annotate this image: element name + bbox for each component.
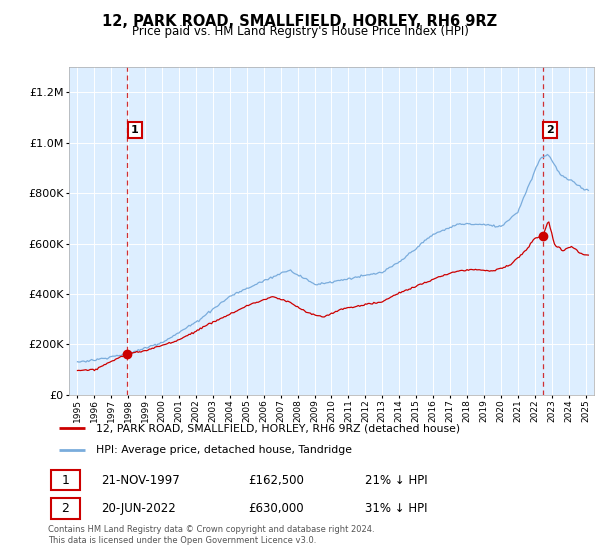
FancyBboxPatch shape [50, 470, 80, 491]
Text: 21-NOV-1997: 21-NOV-1997 [101, 474, 179, 487]
Text: 12, PARK ROAD, SMALLFIELD, HORLEY, RH6 9RZ: 12, PARK ROAD, SMALLFIELD, HORLEY, RH6 9… [103, 14, 497, 29]
Text: 2: 2 [546, 125, 554, 135]
Text: HPI: Average price, detached house, Tandridge: HPI: Average price, detached house, Tand… [95, 445, 352, 455]
Text: 31% ↓ HPI: 31% ↓ HPI [365, 502, 427, 515]
Text: 21% ↓ HPI: 21% ↓ HPI [365, 474, 427, 487]
Text: 1: 1 [131, 125, 139, 135]
Text: 20-JUN-2022: 20-JUN-2022 [101, 502, 176, 515]
Text: 12, PARK ROAD, SMALLFIELD, HORLEY, RH6 9RZ (detached house): 12, PARK ROAD, SMALLFIELD, HORLEY, RH6 9… [95, 423, 460, 433]
Text: £162,500: £162,500 [248, 474, 305, 487]
Text: 2: 2 [61, 502, 70, 515]
Text: Price paid vs. HM Land Registry's House Price Index (HPI): Price paid vs. HM Land Registry's House … [131, 25, 469, 38]
Text: 1: 1 [61, 474, 70, 487]
Text: £630,000: £630,000 [248, 502, 304, 515]
Text: Contains HM Land Registry data © Crown copyright and database right 2024.
This d: Contains HM Land Registry data © Crown c… [48, 525, 374, 545]
FancyBboxPatch shape [50, 498, 80, 519]
